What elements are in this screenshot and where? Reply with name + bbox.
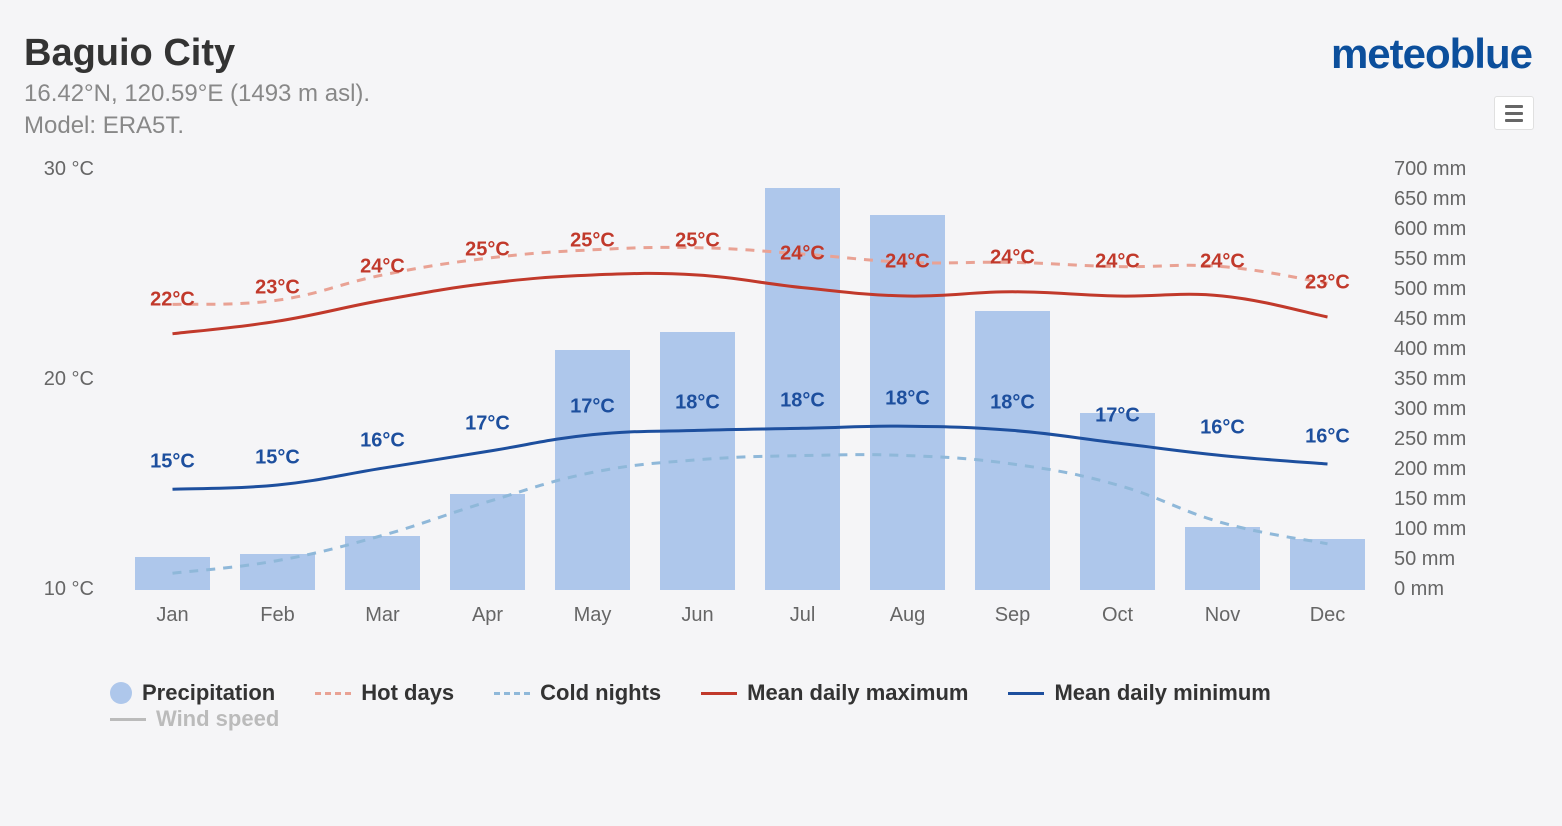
min-temp-label: 16°C [1305, 425, 1350, 448]
min-temp-label: 18°C [885, 387, 930, 410]
legend-swatch [315, 692, 351, 695]
max-temp-label: 24°C [780, 243, 825, 266]
chart-area: 10 °C20 °C30 °C 0 mm50 mm100 mm150 mm200… [0, 170, 1562, 650]
max-temp-label: 24°C [1095, 251, 1140, 274]
legend-label: Hot days [361, 680, 454, 706]
y-right-tick: 50 mm [1394, 548, 1484, 571]
min-temp-label: 17°C [1095, 404, 1140, 427]
legend-label: Cold nights [540, 680, 661, 706]
legend-swatch [110, 682, 132, 704]
y-right-tick: 450 mm [1394, 308, 1484, 331]
y-right-tick: 300 mm [1394, 398, 1484, 421]
legend-label: Wind speed [156, 706, 279, 732]
max-temp-label: 25°C [675, 230, 720, 253]
page-title: Baguio City [24, 32, 235, 75]
y-left-tick: 20 °C [14, 368, 94, 391]
y-right-tick: 650 mm [1394, 188, 1484, 211]
x-tick: May [553, 604, 633, 627]
legend-label: Precipitation [142, 680, 275, 706]
y-left-tick: 10 °C [14, 578, 94, 601]
line-layer [120, 170, 1380, 590]
subtitle-coords: 16.42°N, 120.59°E (1493 m asl). [24, 80, 370, 107]
chart-container: Baguio City 16.42°N, 120.59°E (1493 m as… [0, 0, 1562, 826]
min-temp-label: 16°C [1200, 417, 1245, 440]
x-tick: Nov [1183, 604, 1263, 627]
y-right-tick: 600 mm [1394, 218, 1484, 241]
page-subtitle: 16.42°N, 120.59°E (1493 m asl). Model: E… [24, 78, 370, 143]
max-temp-label: 23°C [1305, 272, 1350, 295]
legend-swatch [701, 692, 737, 695]
y-right-tick: 100 mm [1394, 518, 1484, 541]
max-temp-label: 24°C [360, 255, 405, 278]
min-temp-label: 18°C [780, 390, 825, 413]
x-tick: Oct [1078, 604, 1158, 627]
legend: Precipitation Hot days Cold nights Mean dai… [110, 680, 1450, 732]
y-right-tick: 350 mm [1394, 368, 1484, 391]
y-right-tick: 0 mm [1394, 578, 1484, 601]
min-temp-label: 16°C [360, 429, 405, 452]
x-tick: Jul [763, 604, 843, 627]
max-temp-label: 24°C [1200, 251, 1245, 274]
legend-item-cold[interactable]: Cold nights [494, 680, 661, 706]
x-tick: Sep [973, 604, 1053, 627]
legend-item-min[interactable]: Mean daily minimum [1008, 680, 1270, 706]
x-tick: Feb [238, 604, 318, 627]
chart-menu-button[interactable] [1494, 96, 1534, 130]
legend-item-precip[interactable]: Precipitation [110, 680, 275, 706]
legend-item-hot[interactable]: Hot days [315, 680, 454, 706]
x-tick: Mar [343, 604, 423, 627]
legend-label: Mean daily maximum [747, 680, 968, 706]
x-tick: Jun [658, 604, 738, 627]
y-right-tick: 150 mm [1394, 488, 1484, 511]
y-left-tick: 30 °C [14, 158, 94, 181]
max-temp-label: 22°C [150, 289, 195, 312]
y-right-tick: 250 mm [1394, 428, 1484, 451]
subtitle-model: Model: ERA5T. [24, 112, 184, 139]
min-temp-label: 17°C [465, 413, 510, 436]
y-right-tick: 700 mm [1394, 158, 1484, 181]
legend-item-max[interactable]: Mean daily maximum [701, 680, 968, 706]
legend-label: Mean daily minimum [1054, 680, 1270, 706]
legend-item-wind[interactable]: Wind speed [110, 706, 279, 732]
min-temp-label: 15°C [150, 450, 195, 473]
y-right-tick: 500 mm [1394, 278, 1484, 301]
x-tick: Aug [868, 604, 948, 627]
mean-min-line [173, 426, 1328, 489]
legend-swatch [494, 692, 530, 695]
max-temp-label: 23°C [255, 276, 300, 299]
x-tick: Dec [1288, 604, 1368, 627]
y-right-tick: 550 mm [1394, 248, 1484, 271]
plot-area: 22°C 23°C 24°C 25°C 25°C 25°C 24°C 24°C 24°C 24°C… [120, 170, 1380, 590]
brand-logo: meteoblue [1331, 30, 1532, 78]
max-temp-label: 25°C [465, 238, 510, 261]
min-temp-label: 17°C [570, 396, 615, 419]
min-temp-label: 18°C [990, 392, 1035, 415]
x-tick: Apr [448, 604, 528, 627]
y-right-tick: 200 mm [1394, 458, 1484, 481]
max-temp-label: 24°C [885, 251, 930, 274]
min-temp-label: 15°C [255, 446, 300, 469]
cold-nights-line [173, 455, 1328, 574]
max-temp-label: 25°C [570, 230, 615, 253]
legend-swatch [110, 718, 146, 721]
x-tick: Jan [133, 604, 213, 627]
legend-swatch [1008, 692, 1044, 695]
y-right-tick: 400 mm [1394, 338, 1484, 361]
max-temp-label: 24°C [990, 247, 1035, 270]
min-temp-label: 18°C [675, 392, 720, 415]
